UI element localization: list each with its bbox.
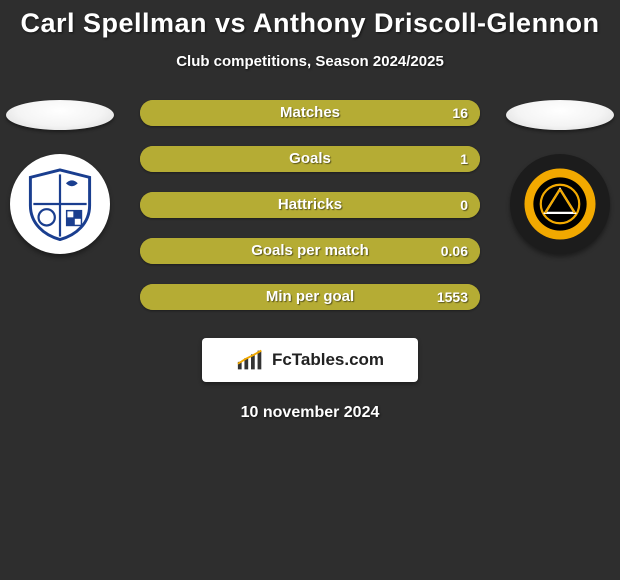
player-left-headshot [6, 100, 114, 130]
stats-bars: Matches16 Goals1 Hattricks0 Goals per match… [140, 100, 480, 330]
stat-row: Min per goal1553 [140, 284, 480, 310]
badge-icon [523, 167, 597, 241]
club-crest-right [510, 154, 610, 254]
stat-value-right: 0.06 [441, 238, 468, 264]
stat-row: Goals1 [140, 146, 480, 172]
player-right-column [500, 100, 620, 254]
stat-label: Hattricks [140, 192, 480, 218]
bar-chart-icon [236, 348, 266, 372]
stat-value-right: 1553 [437, 284, 468, 310]
stat-label: Matches [140, 100, 480, 126]
shield-icon [23, 167, 97, 241]
stat-label: Goals per match [140, 238, 480, 264]
player-left-column [0, 100, 120, 254]
stat-row: Hattricks0 [140, 192, 480, 218]
date-label: 10 november 2024 [0, 404, 620, 422]
subtitle: Club competitions, Season 2024/2025 [0, 53, 620, 70]
page-title: Carl Spellman vs Anthony Driscoll-Glenno… [0, 0, 620, 39]
stat-row: Goals per match0.06 [140, 238, 480, 264]
brand-text: FcTables.com [272, 350, 384, 370]
player-right-headshot [506, 100, 614, 130]
stat-label: Min per goal [140, 284, 480, 310]
stat-row: Matches16 [140, 100, 480, 126]
stat-value-right: 1 [460, 146, 468, 172]
stat-value-right: 0 [460, 192, 468, 218]
stat-label: Goals [140, 146, 480, 172]
club-crest-left [10, 154, 110, 254]
stat-value-right: 16 [452, 100, 468, 126]
compare-area: Matches16 Goals1 Hattricks0 Goals per match… [0, 100, 620, 330]
brand-logo-box[interactable]: FcTables.com [202, 338, 418, 382]
